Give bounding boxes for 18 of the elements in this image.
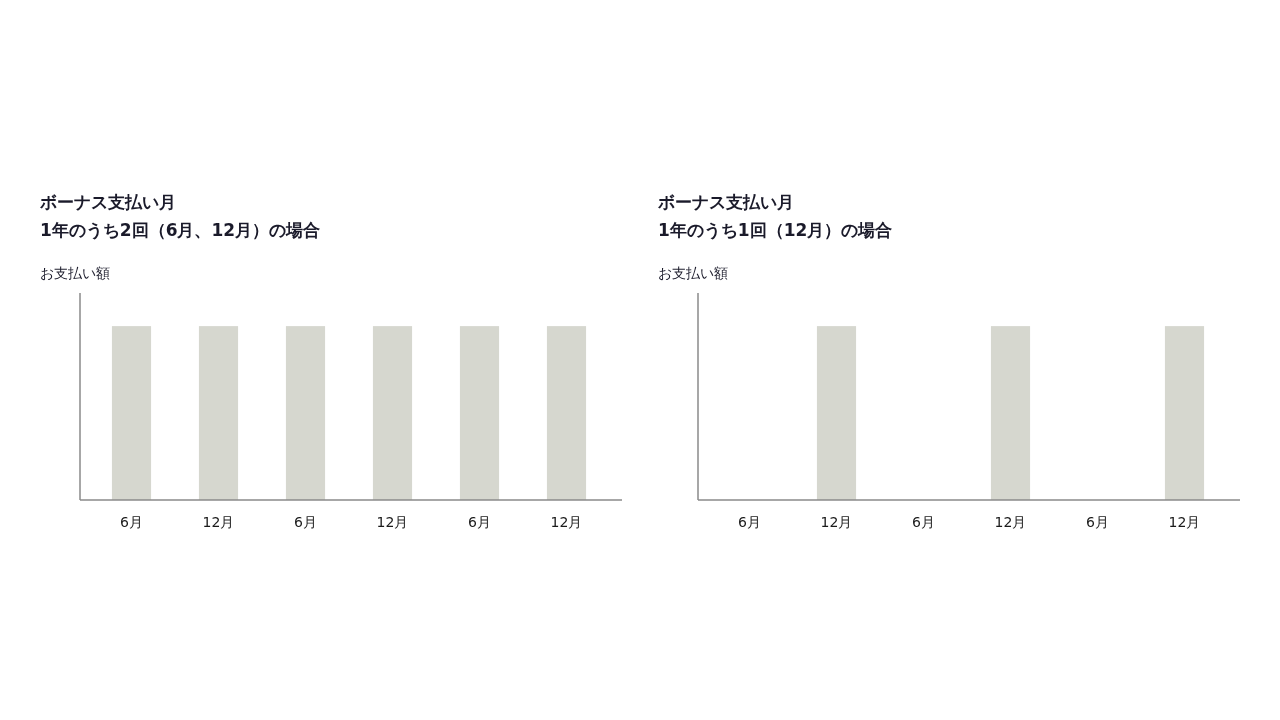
chart-title: ボーナス支払い月 [39,192,176,212]
x-tick-label: 6月 [738,514,761,530]
x-tick-label: 12月 [376,514,409,530]
x-tick-label: 6月 [294,514,317,530]
y-axis-title: お支払い額 [40,265,110,281]
x-tick-label: 12月 [550,514,583,530]
x-tick-label: 12月 [820,514,853,530]
y-axis-title: お支払い額 [658,265,728,281]
x-tick-label: 12月 [1168,514,1201,530]
x-tick-label: 6月 [1086,514,1109,530]
x-tick-label: 12月 [202,514,235,530]
x-tick-label: 12月 [994,514,1027,530]
chart-subtitle: 1年のうち2回（6月、12月）の場合 [40,220,321,240]
x-tick-label: 6月 [120,514,143,530]
x-tick-label: 6月 [468,514,491,530]
chart-title: ボーナス支払い月 [657,192,794,212]
chart-subtitle: 1年のうち1回（12月）の場合 [658,220,893,240]
x-tick-label: 6月 [912,514,935,530]
